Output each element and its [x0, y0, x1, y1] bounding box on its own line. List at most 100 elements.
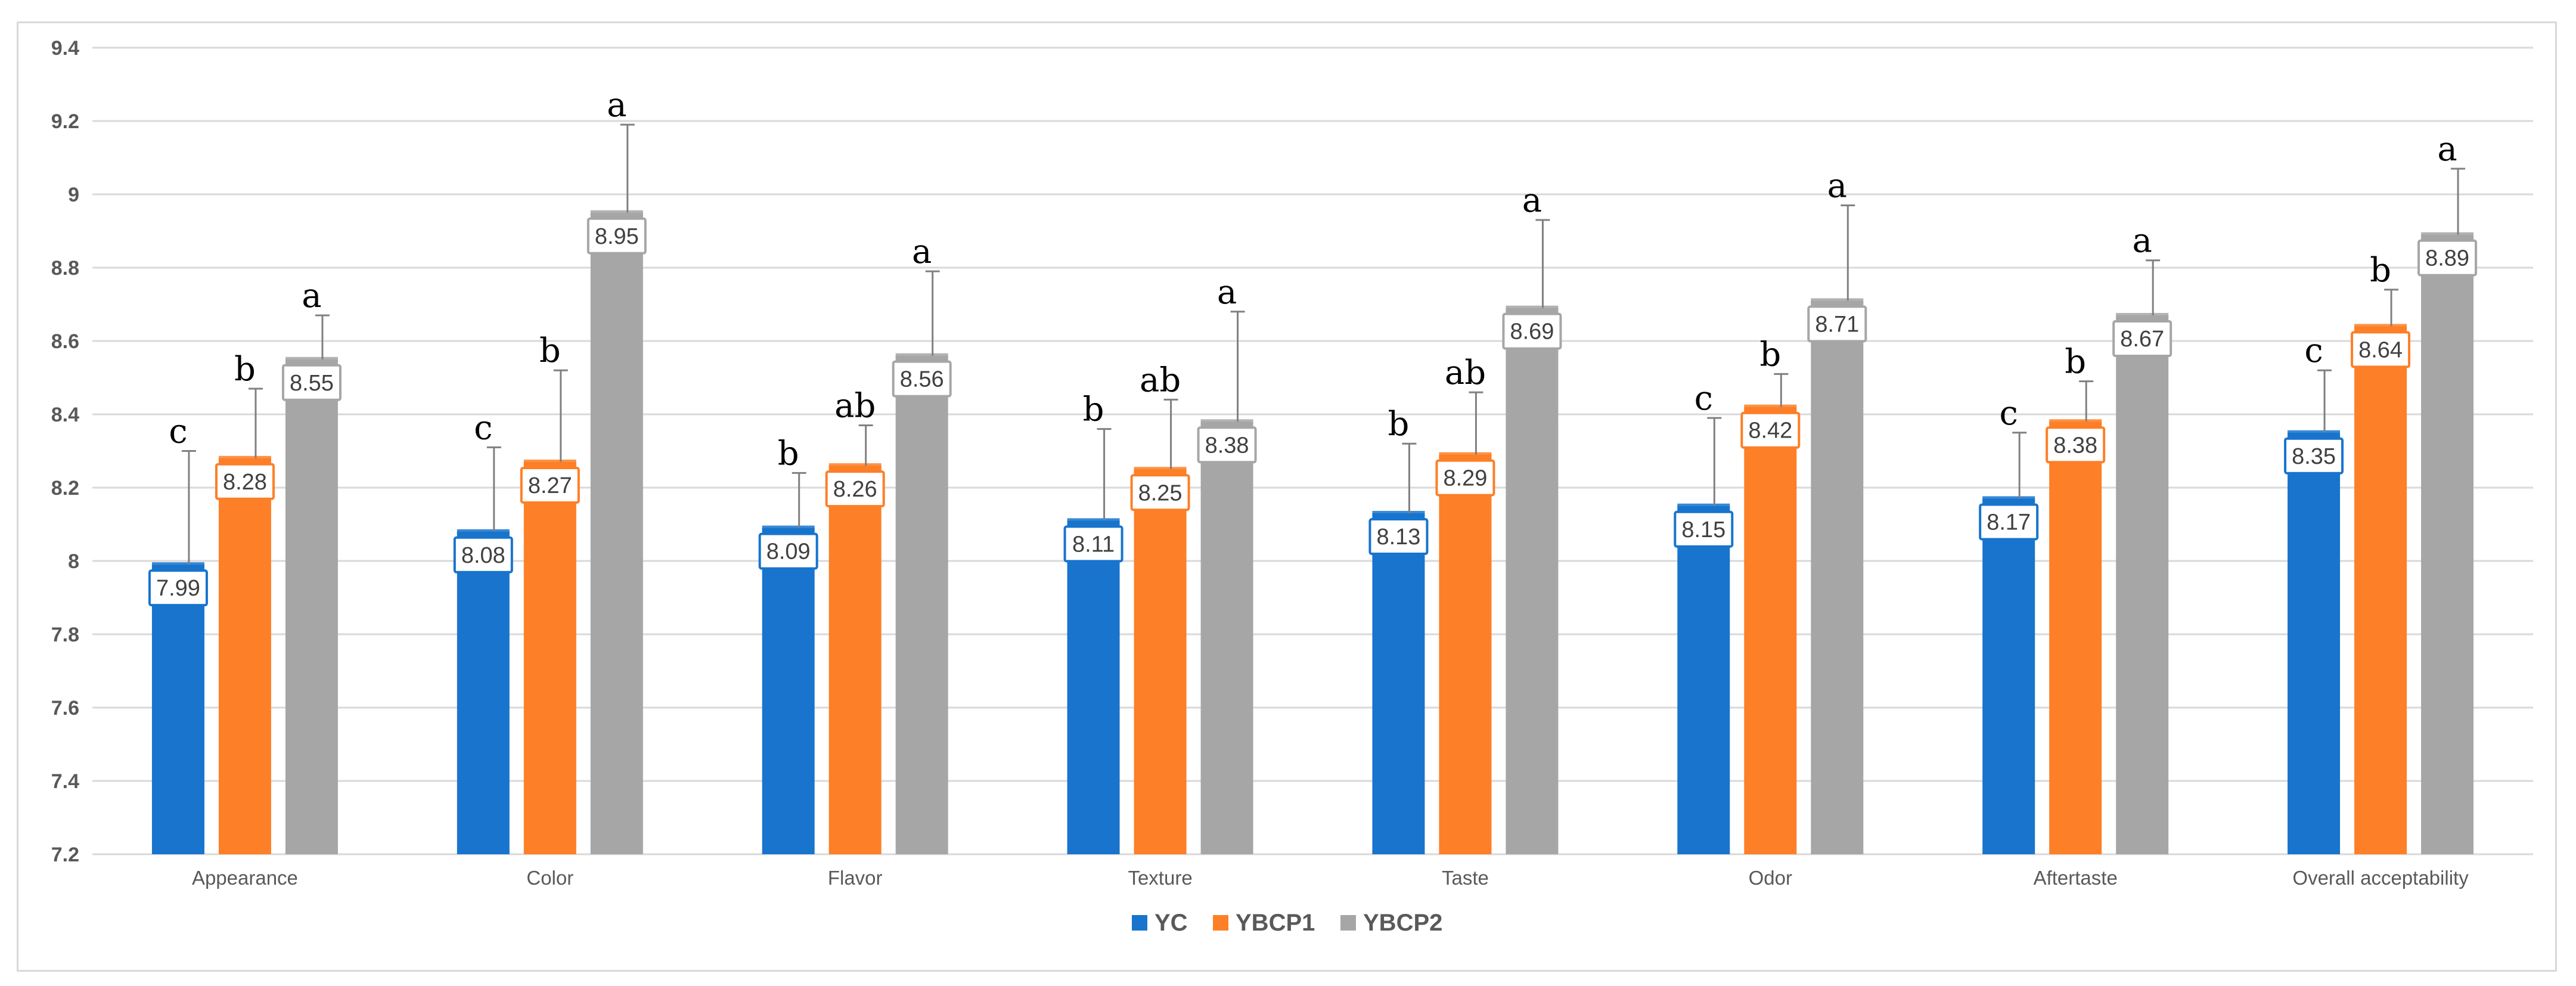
value-label: 8.13: [1376, 525, 1420, 550]
significance-letter: a: [1217, 273, 1237, 312]
legend-swatch-ybcp1: [1213, 915, 1228, 931]
bar-yc: [2288, 432, 2341, 854]
bar-yc: [1372, 513, 1425, 854]
bar-ybcp2: [2116, 315, 2169, 854]
value-label: 8.69: [1510, 320, 1554, 345]
significance-letter: b: [2065, 343, 2086, 382]
value-label: 8.15: [1681, 517, 1725, 542]
bar-top-edge: [1744, 404, 1797, 411]
bar-chart: 7.27.47.67.888.28.48.68.899.29.4 7.998.2…: [51, 37, 2533, 936]
significance-letter: c: [1694, 379, 1713, 418]
bar-top-edge: [218, 455, 271, 462]
significance-letter: a: [2437, 130, 2457, 169]
value-label-box: [1502, 312, 1562, 350]
y-tick-label: 9.2: [51, 110, 79, 133]
category-label: Appearance: [192, 867, 298, 889]
y-tick-label: 9: [68, 184, 79, 206]
bar-top-edge: [895, 353, 948, 359]
x-axis-categories: Appearance Color Flavor Texture Taste Odor Aft…: [192, 867, 2469, 889]
category-label: Aftertaste: [2034, 867, 2118, 889]
bar-yc: [1067, 520, 1120, 854]
y-tick-label: 8.2: [51, 477, 79, 500]
value-label-box: [1130, 474, 1190, 511]
bar-ybcp1: [218, 458, 271, 854]
bar-ybcp2: [285, 359, 338, 854]
bar-top-edge: [2049, 419, 2102, 426]
significance-letter: ab: [1445, 354, 1486, 392]
bar-top-edge: [151, 562, 204, 569]
significance-letter: a: [607, 86, 626, 125]
legend-label: YC: [1154, 910, 1188, 936]
value-label-box: [453, 536, 513, 573]
significance-letter: b: [234, 350, 256, 389]
value-label-box: [1435, 459, 1495, 497]
bar-ybcp2: [895, 355, 948, 854]
bar-top-edge: [1439, 452, 1492, 458]
category-label: Texture: [1128, 867, 1192, 889]
bar-ybcp2: [590, 212, 643, 854]
significance-letter: a: [912, 232, 932, 271]
y-tick-label: 7.8: [51, 624, 79, 646]
y-tick-label: 8.6: [51, 330, 79, 353]
value-label-box: [2112, 320, 2172, 357]
value-label: 8.38: [1205, 433, 1249, 458]
significance-letter: c: [2000, 394, 2018, 433]
bar-ybcp1: [2354, 326, 2407, 854]
bar-top-edge: [2116, 312, 2169, 319]
value-label-box: [892, 360, 952, 398]
value-label: 8.25: [1138, 480, 1183, 506]
bar-ybcp2: [1200, 421, 1253, 854]
value-label-box: [281, 364, 342, 401]
value-label: 7.99: [156, 576, 200, 601]
value-label-box: [2284, 437, 2344, 475]
bar-top-edge: [1506, 305, 1559, 312]
value-label-box: [1197, 426, 1257, 464]
value-labels: 7.99 8.28 8.55 8.08 8.27 8.95 8.09 8.26 8.56 8.11…: [148, 217, 2478, 607]
bar-top-edge: [285, 356, 338, 363]
bar-yc: [151, 565, 204, 854]
value-label: 8.17: [1987, 510, 2031, 535]
error-bars: [181, 123, 2466, 565]
y-tick-label: 7.4: [51, 770, 79, 793]
value-label-box: [1979, 503, 2039, 541]
significance-letter: b: [1388, 405, 1410, 444]
legend-label: YBCP1: [1236, 910, 1315, 936]
significance-letter: c: [2304, 331, 2323, 370]
value-label-box: [148, 569, 208, 607]
bar-ybcp1: [2049, 421, 2102, 854]
bar-top-edge: [590, 210, 643, 216]
y-tick-label: 9.4: [51, 37, 79, 60]
value-label: 8.35: [2292, 444, 2336, 469]
significance-letter: ab: [834, 386, 876, 425]
bar-yc: [762, 528, 815, 854]
bar-top-edge: [2354, 324, 2407, 330]
category-label: Overall acceptability: [2292, 867, 2469, 889]
value-label-box: [586, 217, 647, 255]
bar-top-edge: [1811, 298, 1864, 305]
significance-letter: b: [778, 434, 799, 473]
bar-ybcp1: [1744, 407, 1797, 854]
category-label: Color: [526, 867, 573, 889]
legend-label: YBCP2: [1363, 910, 1442, 936]
value-label: 8.08: [461, 543, 505, 568]
value-label-box: [1368, 518, 1429, 556]
value-label: 8.29: [1443, 466, 1487, 491]
significance-letter: b: [1083, 390, 1104, 429]
value-label-box: [2417, 239, 2478, 277]
value-label-box: [1740, 411, 1801, 449]
bar-ybcp1: [1439, 454, 1492, 854]
bar-top-edge: [1067, 518, 1120, 525]
legend-swatch-ybcp2: [1340, 915, 1356, 931]
bars: [151, 210, 2474, 855]
value-label-box: [2046, 426, 2106, 464]
y-tick-label: 8: [68, 550, 79, 573]
y-tick-label: 8.8: [51, 257, 79, 280]
value-label: 8.95: [595, 224, 639, 249]
bar-yc: [1677, 506, 1730, 854]
value-label: 8.64: [2358, 337, 2403, 362]
significance-letter: c: [169, 413, 187, 451]
bar-yc: [1982, 498, 2035, 854]
value-label-box: [1063, 525, 1123, 563]
value-label: 8.26: [833, 477, 877, 502]
